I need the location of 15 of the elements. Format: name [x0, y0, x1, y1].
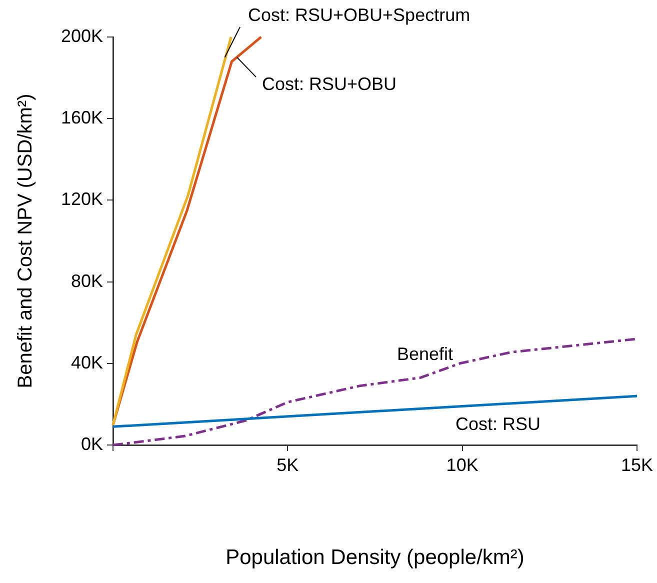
y-tick-label: 160K [60, 108, 103, 128]
y-tick-label: 40K [70, 352, 103, 372]
y-tick-label: 200K [60, 26, 103, 46]
x-axis-title: Population Density (people/km²) [226, 546, 524, 570]
x-tick-label: 5K [276, 454, 299, 475]
series-label: Cost: RSU [455, 414, 541, 434]
x-tick-label: 10K [446, 454, 478, 475]
series-label: Cost: RSU+OBU [262, 74, 397, 94]
series-label: Cost: RSU+OBU+Spectrum [248, 4, 470, 25]
y-axis-title: Benefit and Cost NPV (USD/km²) [14, 94, 37, 388]
x-tick-label: 15K [620, 454, 653, 475]
y-tick-label: 0K [80, 434, 103, 454]
y-tick-label: 120K [60, 189, 103, 210]
y-tick-label: 80K [70, 270, 103, 291]
series-label: Benefit [396, 344, 454, 364]
